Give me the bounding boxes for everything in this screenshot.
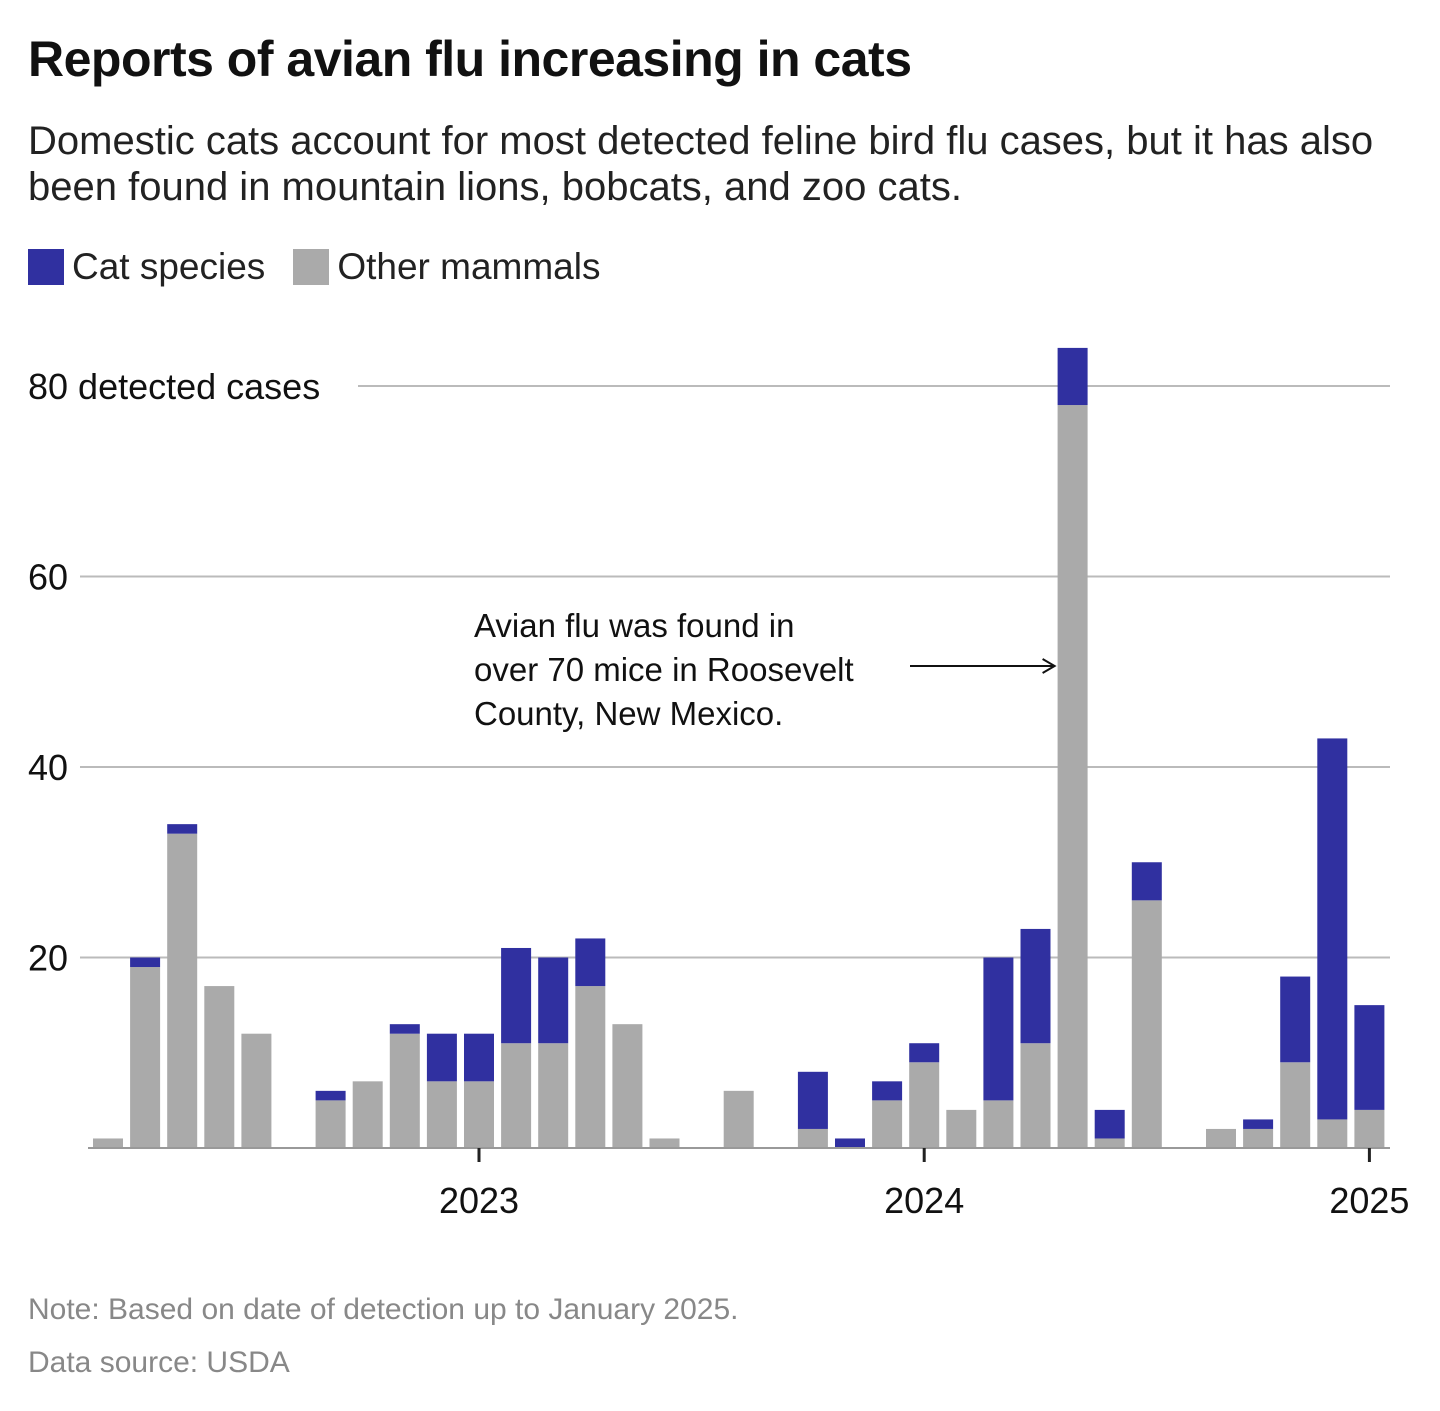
bar-other-mammals [575,986,606,1148]
bar-other-mammals [909,1062,940,1148]
bar-cat-species [1243,1119,1274,1129]
bar-other-mammals [93,1138,123,1148]
bar-cat-species [1354,1005,1385,1110]
bar-cat-species [1131,862,1162,901]
bar-cat-species [983,957,1014,1101]
bar-other-mammals [389,1033,420,1148]
chart-note: Note: Based on date of detection up to J… [28,1293,739,1326]
bar-other-mammals [1317,1119,1348,1148]
bar-other-mammals [1020,1043,1051,1148]
bar-other-mammals [946,1109,977,1148]
bar-other-mammals [1206,1128,1236,1148]
bar-other-mammals [983,1100,1014,1148]
bar-other-mammals [538,1043,569,1148]
legend: Cat species Other mammals [28,246,600,288]
bar-other-mammals [612,1024,643,1148]
bar-other-mammals [352,1081,383,1148]
bar-other-mammals [872,1100,903,1148]
bar-other-mammals [315,1100,346,1148]
annotation-text: Avian flu was found in [474,607,794,644]
y-tick-label: 20 [28,938,68,979]
bar-cat-species [797,1071,828,1129]
bar-cat-species [538,957,569,1044]
bar-cat-species [835,1138,865,1148]
bar-cat-species [575,938,606,987]
bar-cat-species [389,1024,420,1034]
bar-other-mammals [723,1090,754,1148]
bar-other-mammals [1131,900,1162,1148]
bar-other-mammals [649,1138,680,1148]
bar-other-mammals [426,1081,457,1148]
legend-swatch [28,249,64,285]
bar-cat-species [1317,738,1348,1120]
legend-label: Other mammals [337,246,601,287]
x-tick-label: 2024 [884,1180,964,1221]
chart-title: Reports of avian flu increasing in cats [28,31,912,87]
annotation-arrowhead [1042,658,1057,674]
bar-cat-species [315,1090,346,1101]
bar-other-mammals [501,1043,532,1148]
chart-source: Data source: USDA [28,1346,290,1379]
bar-cat-species [1057,347,1088,406]
legend-item-cat-species: Cat species [28,246,265,288]
legend-item-other-mammals: Other mammals [293,246,600,288]
x-tick-label: 2023 [439,1180,519,1221]
y-tick-label: 40 [28,747,68,788]
bar-cat-species [426,1033,457,1082]
bar-other-mammals [1243,1128,1274,1148]
legend-swatch [293,249,330,285]
bar-cat-species [1094,1109,1125,1139]
bar-other-mammals [1057,405,1088,1148]
bar-cat-species [1020,928,1051,1044]
annotation-text: County, New Mexico. [474,695,783,732]
bar-other-mammals [241,1033,272,1148]
bar-cat-species [501,947,532,1044]
bar-other-mammals [167,833,198,1148]
bar-cat-species [464,1033,494,1082]
bar-cat-species [130,957,161,968]
chart-subtitle: Domestic cats account for most detected … [28,119,1374,209]
bar-other-mammals [1354,1109,1385,1148]
bar-other-mammals [464,1081,494,1148]
bar-cat-species [1280,976,1311,1063]
bar-other-mammals [1094,1138,1125,1148]
annotation-text: over 70 mice in Roosevelt [474,651,854,688]
y-tick-label: 60 [28,557,68,598]
bar-other-mammals [204,986,235,1148]
legend-label: Cat species [72,246,266,287]
x-tick-label: 2025 [1329,1180,1409,1221]
bar-other-mammals [130,967,161,1148]
bar-cat-species [872,1081,903,1101]
bar-other-mammals [1280,1062,1311,1148]
bar-cat-species [909,1043,940,1063]
bar-cat-species [167,824,198,834]
bar-other-mammals [797,1128,828,1148]
y-tick-label: 80 detected cases [28,366,320,407]
